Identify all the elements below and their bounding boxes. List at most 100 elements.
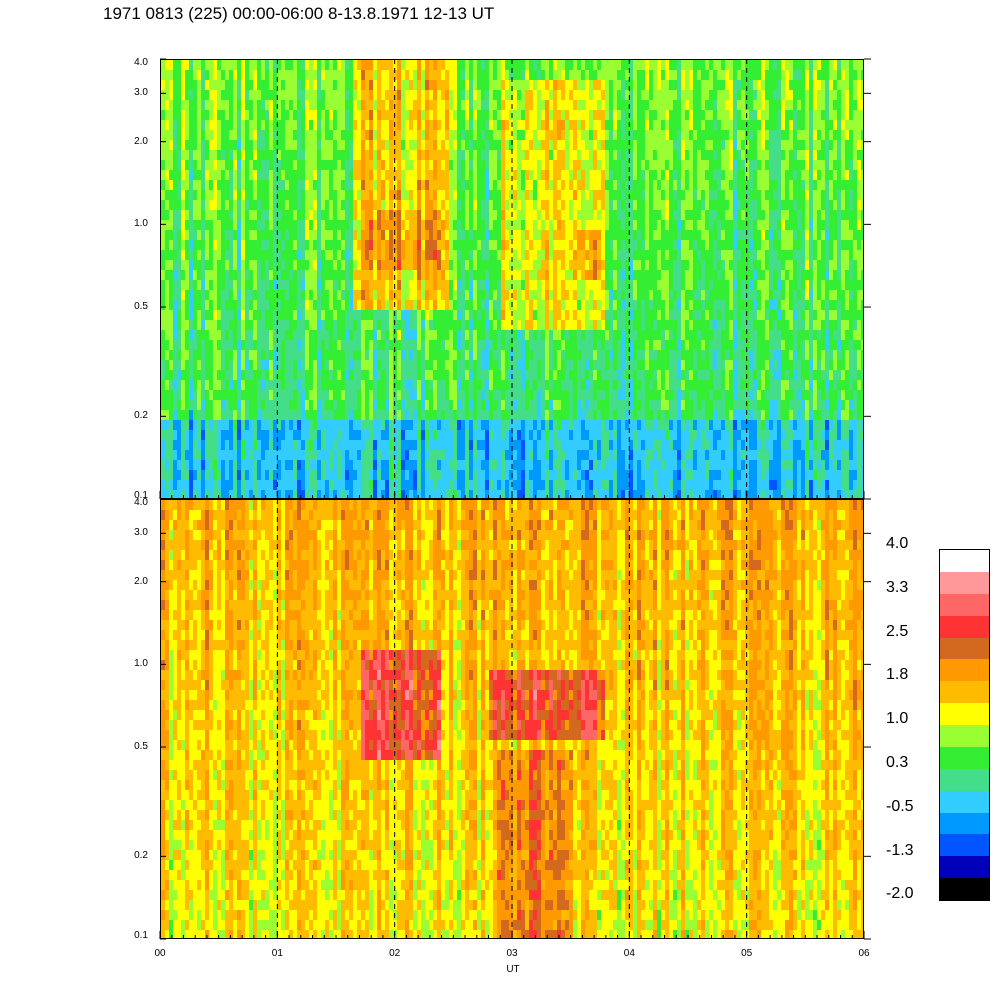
heatmap-cell	[193, 250, 198, 261]
heatmap-cell	[469, 460, 474, 471]
heatmap-cell	[329, 130, 334, 141]
heatmap-cell	[377, 360, 382, 371]
heatmap-cell	[341, 410, 346, 421]
heatmap-cell	[541, 270, 546, 281]
heatmap-cell	[513, 280, 518, 291]
heatmap-cell	[409, 180, 414, 191]
heatmap-cell	[609, 140, 614, 151]
heatmap-cell	[565, 260, 570, 271]
heatmap-cell	[205, 370, 210, 381]
heatmap-cell	[277, 360, 282, 371]
heatmap-cell	[309, 480, 314, 491]
heatmap-cell	[393, 150, 398, 161]
heatmap-cell	[609, 440, 614, 451]
heatmap-cell	[393, 190, 398, 201]
heatmap-cell	[457, 100, 462, 111]
heatmap-cell	[457, 230, 462, 241]
heatmap-cell	[225, 360, 230, 371]
heatmap-cell	[381, 320, 386, 331]
heatmap-cell	[425, 400, 430, 411]
heatmap-cell	[521, 250, 526, 261]
heatmap-cell	[381, 350, 386, 361]
heatmap-cell	[181, 350, 186, 361]
heatmap-cell	[557, 290, 562, 301]
heatmap-cell	[161, 440, 166, 451]
heatmap-cell	[265, 160, 270, 171]
heatmap-cell	[437, 270, 442, 281]
heatmap-cell	[437, 240, 442, 251]
heatmap-cell	[457, 350, 462, 361]
heatmap-cell	[209, 380, 214, 391]
heatmap-cell	[309, 230, 314, 241]
heatmap-cell	[477, 460, 482, 471]
heatmap-cell	[361, 290, 366, 301]
heatmap-cell	[241, 60, 246, 71]
heatmap-cell	[161, 310, 166, 321]
heatmap-cell	[457, 110, 462, 121]
heatmap-cell	[525, 410, 530, 421]
heatmap-cell	[553, 130, 558, 141]
heatmap-cell	[417, 350, 422, 361]
heatmap-cell	[309, 430, 314, 441]
heatmap-cell	[373, 80, 378, 91]
heatmap-cell	[449, 300, 454, 311]
heatmap-cell	[605, 80, 610, 91]
heatmap-cell	[217, 130, 222, 141]
heatmap-cell	[437, 180, 442, 191]
heatmap-cell	[493, 200, 498, 211]
heatmap-cell	[281, 340, 286, 351]
heatmap-cell	[573, 290, 578, 301]
heatmap-cell	[325, 400, 330, 411]
heatmap-cell	[441, 220, 446, 231]
heatmap-cell	[377, 230, 382, 241]
heatmap-cell	[301, 210, 306, 221]
heatmap-cell	[229, 100, 234, 111]
heatmap-cell	[417, 150, 422, 161]
heatmap-cell	[405, 330, 410, 341]
heatmap-cell	[293, 210, 298, 221]
heatmap-cell	[441, 70, 446, 81]
heatmap-cell	[161, 480, 166, 491]
heatmap-cell	[429, 380, 434, 391]
heatmap-cell	[257, 100, 262, 111]
heatmap-cell	[417, 60, 422, 71]
heatmap-cell	[341, 320, 346, 331]
heatmap-cell	[409, 320, 414, 331]
heatmap-cell	[353, 140, 358, 151]
heatmap-cell	[513, 310, 518, 321]
heatmap-cell	[309, 410, 314, 421]
heatmap-cell	[409, 370, 414, 381]
heatmap-cell	[457, 210, 462, 221]
heatmap-cell	[537, 250, 542, 261]
heatmap-cell	[585, 300, 590, 311]
heatmap-cell	[489, 340, 494, 351]
heatmap-cell	[197, 360, 202, 371]
heatmap-cell	[257, 350, 262, 361]
heatmap-cell	[289, 330, 294, 341]
heatmap-cell	[497, 350, 502, 361]
heatmap-cell	[201, 130, 206, 141]
heatmap-cell	[297, 400, 302, 411]
heatmap-cell	[557, 380, 562, 391]
heatmap-cell	[401, 160, 406, 171]
heatmap-cell	[377, 350, 382, 361]
heatmap-cell	[445, 240, 450, 251]
heatmap-cell	[305, 150, 310, 161]
heatmap-cell	[461, 370, 466, 381]
heatmap-cell	[253, 230, 258, 241]
heatmap-cell	[313, 150, 318, 161]
heatmap-cell	[533, 310, 538, 321]
heatmap-cell	[185, 310, 190, 321]
heatmap-cell	[321, 430, 326, 441]
heatmap-cell	[357, 350, 362, 361]
heatmap-cell	[425, 480, 430, 491]
heatmap-cell	[245, 490, 250, 498]
heatmap-cell	[333, 430, 338, 441]
heatmap-cell	[341, 460, 346, 471]
heatmap-cell	[277, 220, 282, 231]
heatmap-cell	[589, 330, 594, 341]
heatmap-cell	[229, 390, 234, 401]
heatmap-cell	[517, 120, 522, 131]
heatmap-cell	[517, 110, 522, 121]
heatmap-cell	[241, 420, 246, 431]
